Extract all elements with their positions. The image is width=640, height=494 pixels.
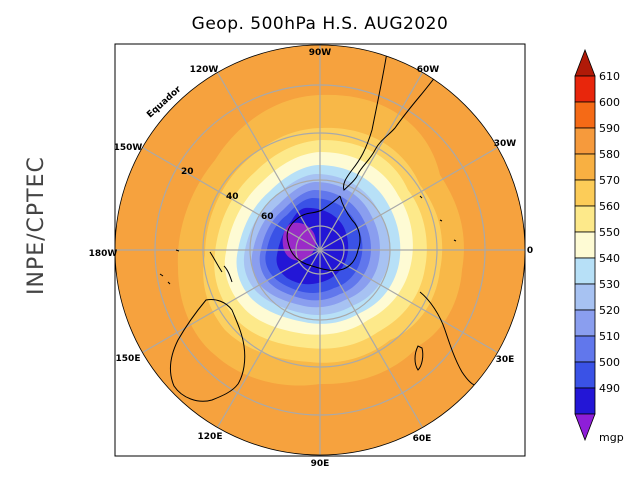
lon-label-0: 0 [527, 246, 533, 256]
colorbar-box-0 [574, 75, 596, 103]
colorbar-box-6 [574, 231, 596, 259]
colorbar-labels: 610 600 590 580 570 560 550 540 530 520 510 500 490 [599, 70, 620, 395]
colorbar-box-1 [574, 101, 596, 129]
map-disk-border [114, 44, 526, 456]
colorbar-box-12 [574, 387, 596, 415]
colorbar-label-530: 530 [599, 278, 620, 291]
australia-coast [170, 299, 246, 402]
colorbar-box-7 [574, 257, 596, 285]
lon-label-180w: 180W [89, 249, 118, 259]
colorbar-boxes [574, 75, 596, 415]
colorbar-top-triangle [574, 48, 596, 77]
colorbar-label-510: 510 [599, 330, 620, 343]
colorbar-label-560: 560 [599, 200, 620, 213]
lon-label-30e: 30E [496, 355, 515, 365]
colorbar-unit: mgp [599, 431, 624, 444]
colorbar-box-2 [574, 127, 596, 155]
colorbar-bottom-triangle [574, 413, 596, 442]
colorbar-box-10 [574, 335, 596, 363]
lon-label-60e: 60E [413, 434, 432, 444]
colorbar-box-8 [574, 283, 596, 311]
colorbar-label-600: 600 [599, 96, 620, 109]
coastlines [159, 45, 525, 402]
colorbar-label-610: 610 [599, 70, 620, 83]
lat-label-40: 40 [226, 192, 239, 202]
lat-label-20: 20 [181, 167, 194, 177]
lon-label-120w: 120W [190, 65, 219, 75]
lon-label-30w: 30W [494, 139, 517, 149]
south-america-coast [343, 45, 453, 191]
lon-label-120e: 120E [198, 432, 223, 442]
colorbar-box-3 [574, 153, 596, 181]
colorbar-label-580: 580 [599, 148, 620, 161]
colorbar: 610600590580570560550540530520510500490 … [574, 48, 624, 444]
colorbar-box-4 [574, 179, 596, 207]
madagascar-coast [414, 345, 424, 371]
lon-label-150e: 150E [116, 354, 141, 364]
map-title: Geop. 500hPa H.S. AUG2020 [191, 14, 449, 34]
colorbar-label-500: 500 [599, 356, 620, 369]
lon-label-90e: 90E [311, 459, 330, 469]
colorbar-label-570: 570 [599, 174, 620, 187]
colorbar-label-550: 550 [599, 226, 620, 239]
graticule [115, 45, 525, 455]
colorbar-label-490: 490 [599, 382, 620, 395]
geopotential-field [115, 45, 525, 455]
antarctica-coast [286, 195, 361, 271]
lon-label-150w: 150W [114, 143, 143, 153]
lat-label-60: 60 [261, 212, 274, 222]
colorbar-label-590: 590 [599, 122, 620, 135]
lon-label-60w: 60W [417, 65, 440, 75]
colorbar-box-11 [574, 361, 596, 389]
lon-label-90w: 90W [309, 48, 332, 58]
small-islands [159, 195, 457, 285]
colorbar-label-520: 520 [599, 304, 620, 317]
new-zealand-coast [209, 251, 233, 283]
colorbar-label-540: 540 [599, 252, 620, 265]
colorbar-box-5 [574, 205, 596, 233]
colorbar-box-9 [574, 309, 596, 337]
